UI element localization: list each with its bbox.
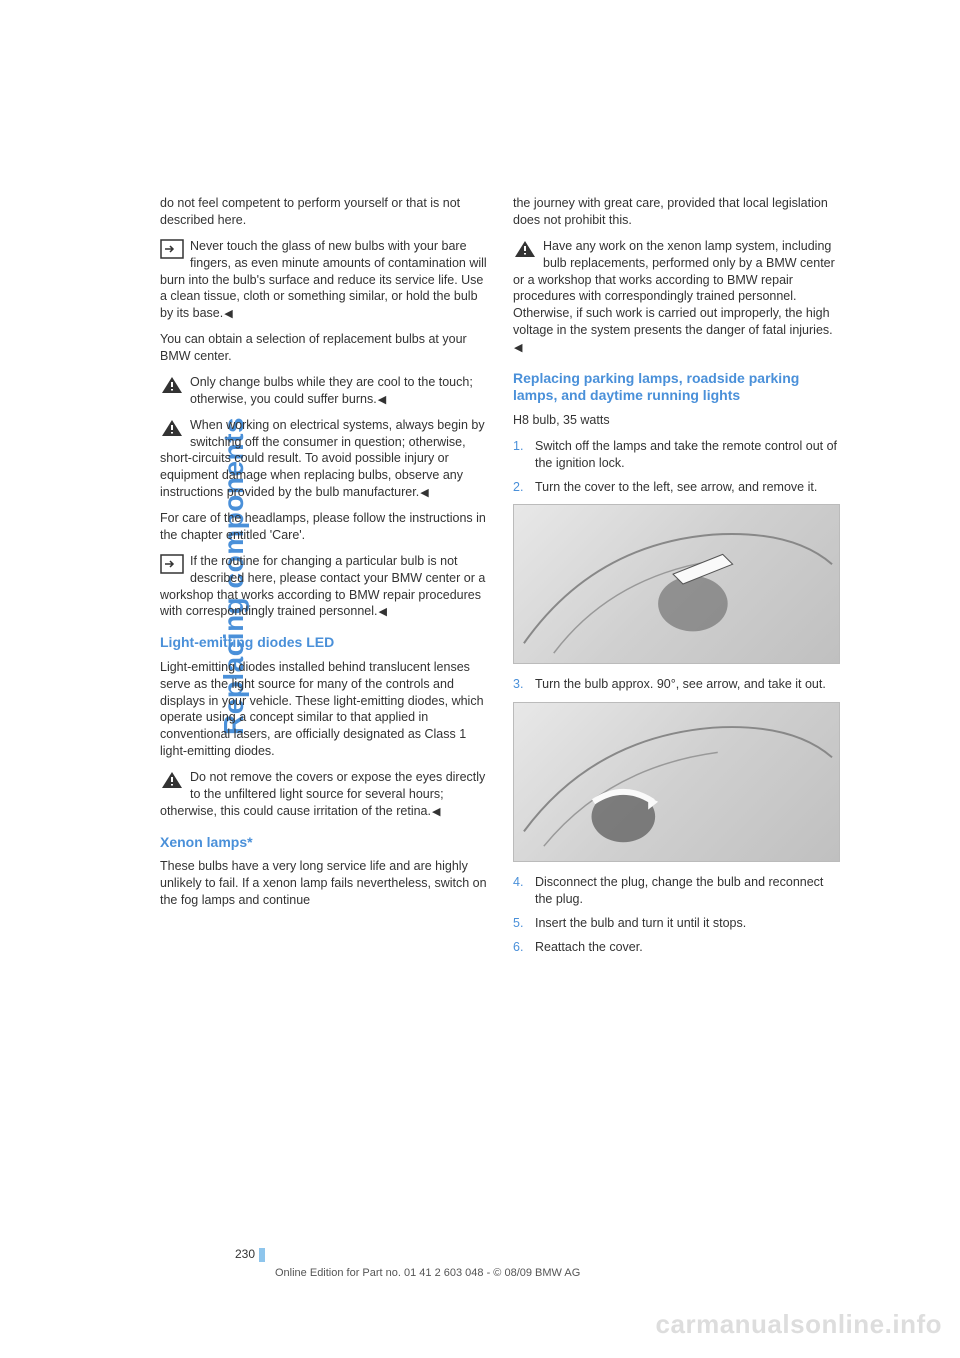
paragraph: do not feel competent to perform yoursel…: [160, 195, 487, 229]
end-mark-icon: ◀: [224, 307, 232, 322]
step-number: 4.: [513, 874, 523, 891]
bulb-spec: H8 bulb, 35 watts: [513, 412, 840, 429]
footer-text: Online Edition for Part no. 01 41 2 603 …: [275, 1267, 580, 1279]
info-note: If the routine for changing a particular…: [160, 553, 487, 621]
list-item: 4. Disconnect the plug, change the bulb a…: [513, 874, 840, 908]
steps-list: 3. Turn the bulb approx. 90°, see arrow, …: [513, 676, 840, 693]
step-number: 1.: [513, 438, 523, 455]
warning-icon: [160, 375, 184, 395]
end-mark-icon: ◀: [420, 486, 428, 501]
note-text: When working on electrical systems, alwa…: [160, 418, 485, 500]
end-mark-icon: ◀: [378, 393, 386, 408]
warning-icon: [160, 418, 184, 438]
step-text: Turn the cover to the left, see arrow, a…: [535, 480, 817, 494]
list-item: 2. Turn the cover to the left, see arrow,…: [513, 479, 840, 496]
watermark: carmanualsonline.info: [656, 1309, 942, 1340]
paragraph: the journey with great care, provided th…: [513, 195, 840, 229]
figure-remove-cover: [513, 504, 840, 664]
step-text: Turn the bulb approx. 90°, see arrow, an…: [535, 677, 826, 691]
warning-note: Only change bulbs while they are cool to…: [160, 374, 487, 408]
warning-note: Have any work on the xenon lamp system, …: [513, 238, 840, 356]
step-text: Switch off the lamps and take the remote…: [535, 439, 837, 470]
warning-note: Do not remove the covers or expose the e…: [160, 769, 487, 820]
info-note: Never touch the glass of new bulbs with …: [160, 238, 487, 322]
paragraph: For care of the headlamps, please follow…: [160, 510, 487, 544]
info-icon: [160, 554, 184, 574]
section-heading-parking-lamps: Replacing parking lamps, roadside parkin…: [513, 370, 840, 405]
list-item: 3. Turn the bulb approx. 90°, see arrow, …: [513, 676, 840, 693]
right-column: the journey with great care, provided th…: [513, 195, 840, 965]
warning-note: When working on electrical systems, alwa…: [160, 417, 487, 501]
section-heading-xenon: Xenon lamps*: [160, 834, 487, 852]
page-number-text: 230: [235, 1247, 255, 1261]
end-mark-icon: ◀: [379, 605, 387, 620]
section-heading-led: Light-emitting diodes LED: [160, 634, 487, 652]
note-text: Have any work on the xenon lamp system, …: [513, 239, 835, 337]
warning-icon: [513, 239, 537, 259]
list-item: 1. Switch off the lamps and take the remo…: [513, 438, 840, 472]
step-number: 2.: [513, 479, 523, 496]
note-text: Never touch the glass of new bulbs with …: [160, 239, 487, 321]
note-text: Only change bulbs while they are cool to…: [190, 375, 473, 406]
figure-turn-bulb: [513, 702, 840, 862]
warning-icon: [160, 770, 184, 790]
step-number: 3.: [513, 676, 523, 693]
end-mark-icon: ◀: [514, 341, 522, 356]
paragraph: Light-emitting diodes installed behind t…: [160, 659, 487, 760]
paragraph: You can obtain a selection of replacemen…: [160, 331, 487, 365]
columns: do not feel competent to perform yoursel…: [160, 195, 840, 965]
steps-list: 4. Disconnect the plug, change the bulb a…: [513, 874, 840, 956]
end-mark-icon: ◀: [432, 805, 440, 820]
note-text: If the routine for changing a particular…: [160, 554, 485, 619]
step-number: 5.: [513, 915, 523, 932]
page-content: do not feel competent to perform yoursel…: [160, 195, 840, 965]
left-column: do not feel competent to perform yoursel…: [160, 195, 487, 965]
list-item: 5. Insert the bulb and turn it until it s…: [513, 915, 840, 932]
steps-list: 1. Switch off the lamps and take the remo…: [513, 438, 840, 496]
step-number: 6.: [513, 939, 523, 956]
step-text: Disconnect the plug, change the bulb and…: [535, 875, 823, 906]
step-text: Reattach the cover.: [535, 940, 643, 954]
list-item: 6. Reattach the cover.: [513, 939, 840, 956]
page-number-bar-icon: [259, 1248, 265, 1262]
page-number: 230: [235, 1247, 265, 1262]
step-text: Insert the bulb and turn it until it sto…: [535, 916, 746, 930]
paragraph: These bulbs have a very long service lif…: [160, 858, 487, 909]
info-icon: [160, 239, 184, 259]
